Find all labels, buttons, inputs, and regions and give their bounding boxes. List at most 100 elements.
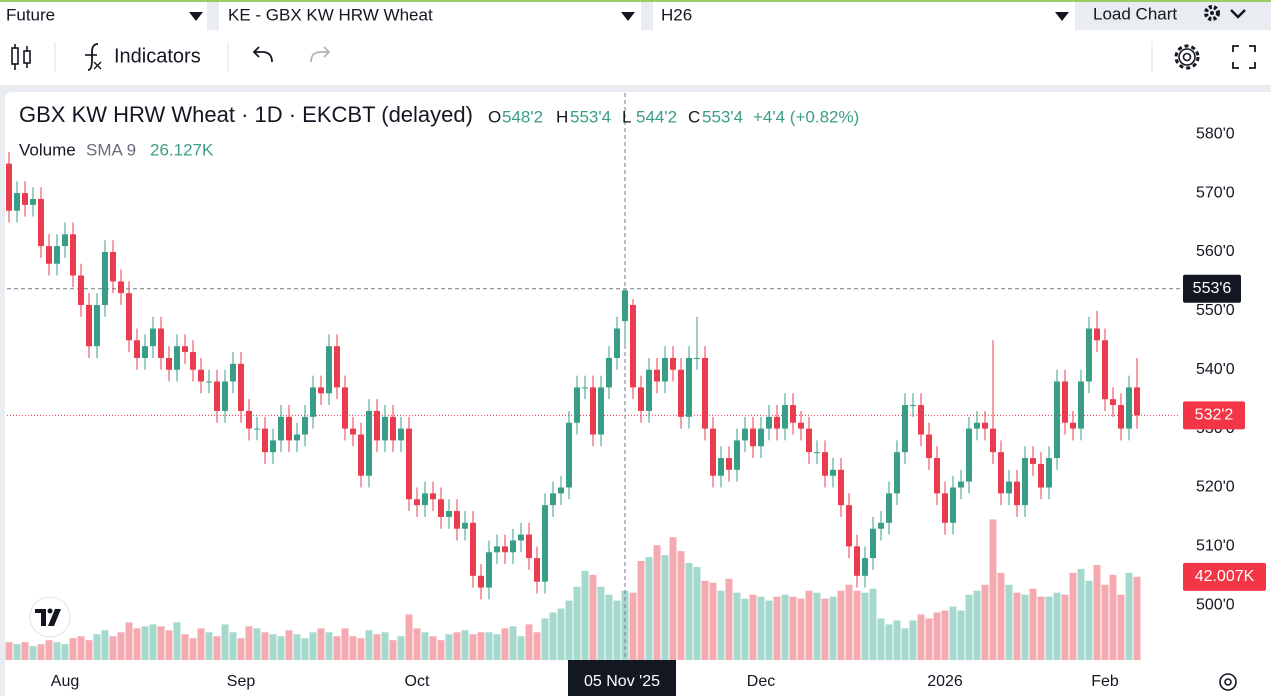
axis-settings[interactable] [1219,673,1237,691]
redo-button[interactable] [310,46,331,63]
candle-body [454,511,460,529]
volume-bar [901,628,909,660]
candle-body [326,346,332,394]
volume-bar [293,634,301,660]
candle-body [726,458,732,470]
candle-body [270,440,276,453]
candle-body [662,357,668,382]
candle-body [1134,387,1140,416]
fullscreen-button[interactable] [1232,45,1256,69]
contract-select[interactable]: H26 [661,5,692,24]
candle-body [926,434,932,459]
candle-body [766,416,772,429]
volume-bar [125,622,133,660]
volume-bar [61,644,69,660]
volume-bar [429,636,437,660]
indicators-icon[interactable] [85,43,102,71]
volume-bar [165,630,173,660]
candle-body [894,452,900,494]
volume-bar [973,590,981,660]
volume-bar [1037,596,1045,660]
candle-body [910,405,916,407]
volume-bar [1005,584,1013,660]
ohlc-key: H [556,107,568,126]
volume-bar [829,596,837,660]
candle-body [254,428,260,430]
volume-bar [13,644,21,660]
candle-body [286,416,292,441]
volume-bar [373,634,381,660]
candle-body [438,499,444,517]
candle-body [374,410,380,441]
candle-body [398,428,404,441]
volume-bar [909,620,917,660]
volume-bar [213,636,221,660]
candle-body [70,234,76,276]
candle-body [430,493,436,500]
candle-body [422,493,428,506]
volume-bar [949,606,957,660]
load-chart-button[interactable]: Load Chart [1093,4,1177,23]
candle-body [918,405,924,435]
candle-body [134,340,140,358]
volume-bar [29,646,37,660]
volume-bar [1021,594,1029,660]
candle-body [366,410,372,476]
volume-bar [181,634,189,660]
candle-body [534,558,540,582]
chart-type-icon[interactable] [11,44,31,70]
volume-bar [277,636,285,660]
candle-body [1070,422,1076,429]
dropdown-arrow[interactable] [189,12,203,21]
undo-button[interactable] [252,46,273,63]
candle-body [486,552,492,588]
candle-body [902,405,908,453]
chevron[interactable] [1230,9,1246,19]
settings-icon[interactable] [1204,5,1220,21]
chart-settings-button[interactable] [1174,44,1200,70]
candle-body [214,381,220,411]
volume-bar [381,632,389,660]
volume-bar [1093,564,1101,660]
candle-body [782,405,788,429]
candle-body [1062,381,1068,423]
crosshair-date-label: 05 Nov '25 [584,673,660,690]
candle-body [6,163,12,211]
candle-body [1126,387,1132,429]
volume-bar [197,628,205,660]
x-tick-label: Oct [405,673,430,690]
volume-bar [141,626,149,660]
dropdown-arrow[interactable] [621,12,635,21]
volume-bar [637,561,645,660]
volume-bar [581,570,589,660]
ohlc-legend: O 548'2 H 553'4 L 544'2 C 553'4 [488,107,743,126]
volume-bar [101,630,109,660]
volume-bar [765,600,773,660]
candle-body [942,493,948,523]
volume-bar [981,584,989,660]
volume-bar [541,618,549,660]
candle-body [262,428,268,453]
candle-body [1110,399,1116,406]
candle-body [358,434,364,476]
volume-bar [1069,572,1077,660]
volume-bar [773,596,781,660]
volume-bar [501,628,509,660]
y-tick-label: 540'0 [1196,361,1235,378]
dropdown-arrow[interactable] [1055,12,1069,21]
volume-bar [709,582,717,660]
indicators-button[interactable]: Indicators [114,45,201,67]
candle-body [678,369,684,417]
candle-body [630,304,636,388]
x-tick-label: Aug [51,673,79,690]
symbol-select[interactable]: KE - GBX KW HRW Wheat [228,5,433,24]
volume-bar [741,598,749,660]
type-select[interactable]: Future [6,5,55,24]
logo [29,596,71,638]
crosshair-price-label-bg [1183,274,1241,303]
candle-body [638,387,644,411]
candle-body [102,251,108,305]
volume-bar [749,594,757,660]
candle-body [22,193,28,205]
